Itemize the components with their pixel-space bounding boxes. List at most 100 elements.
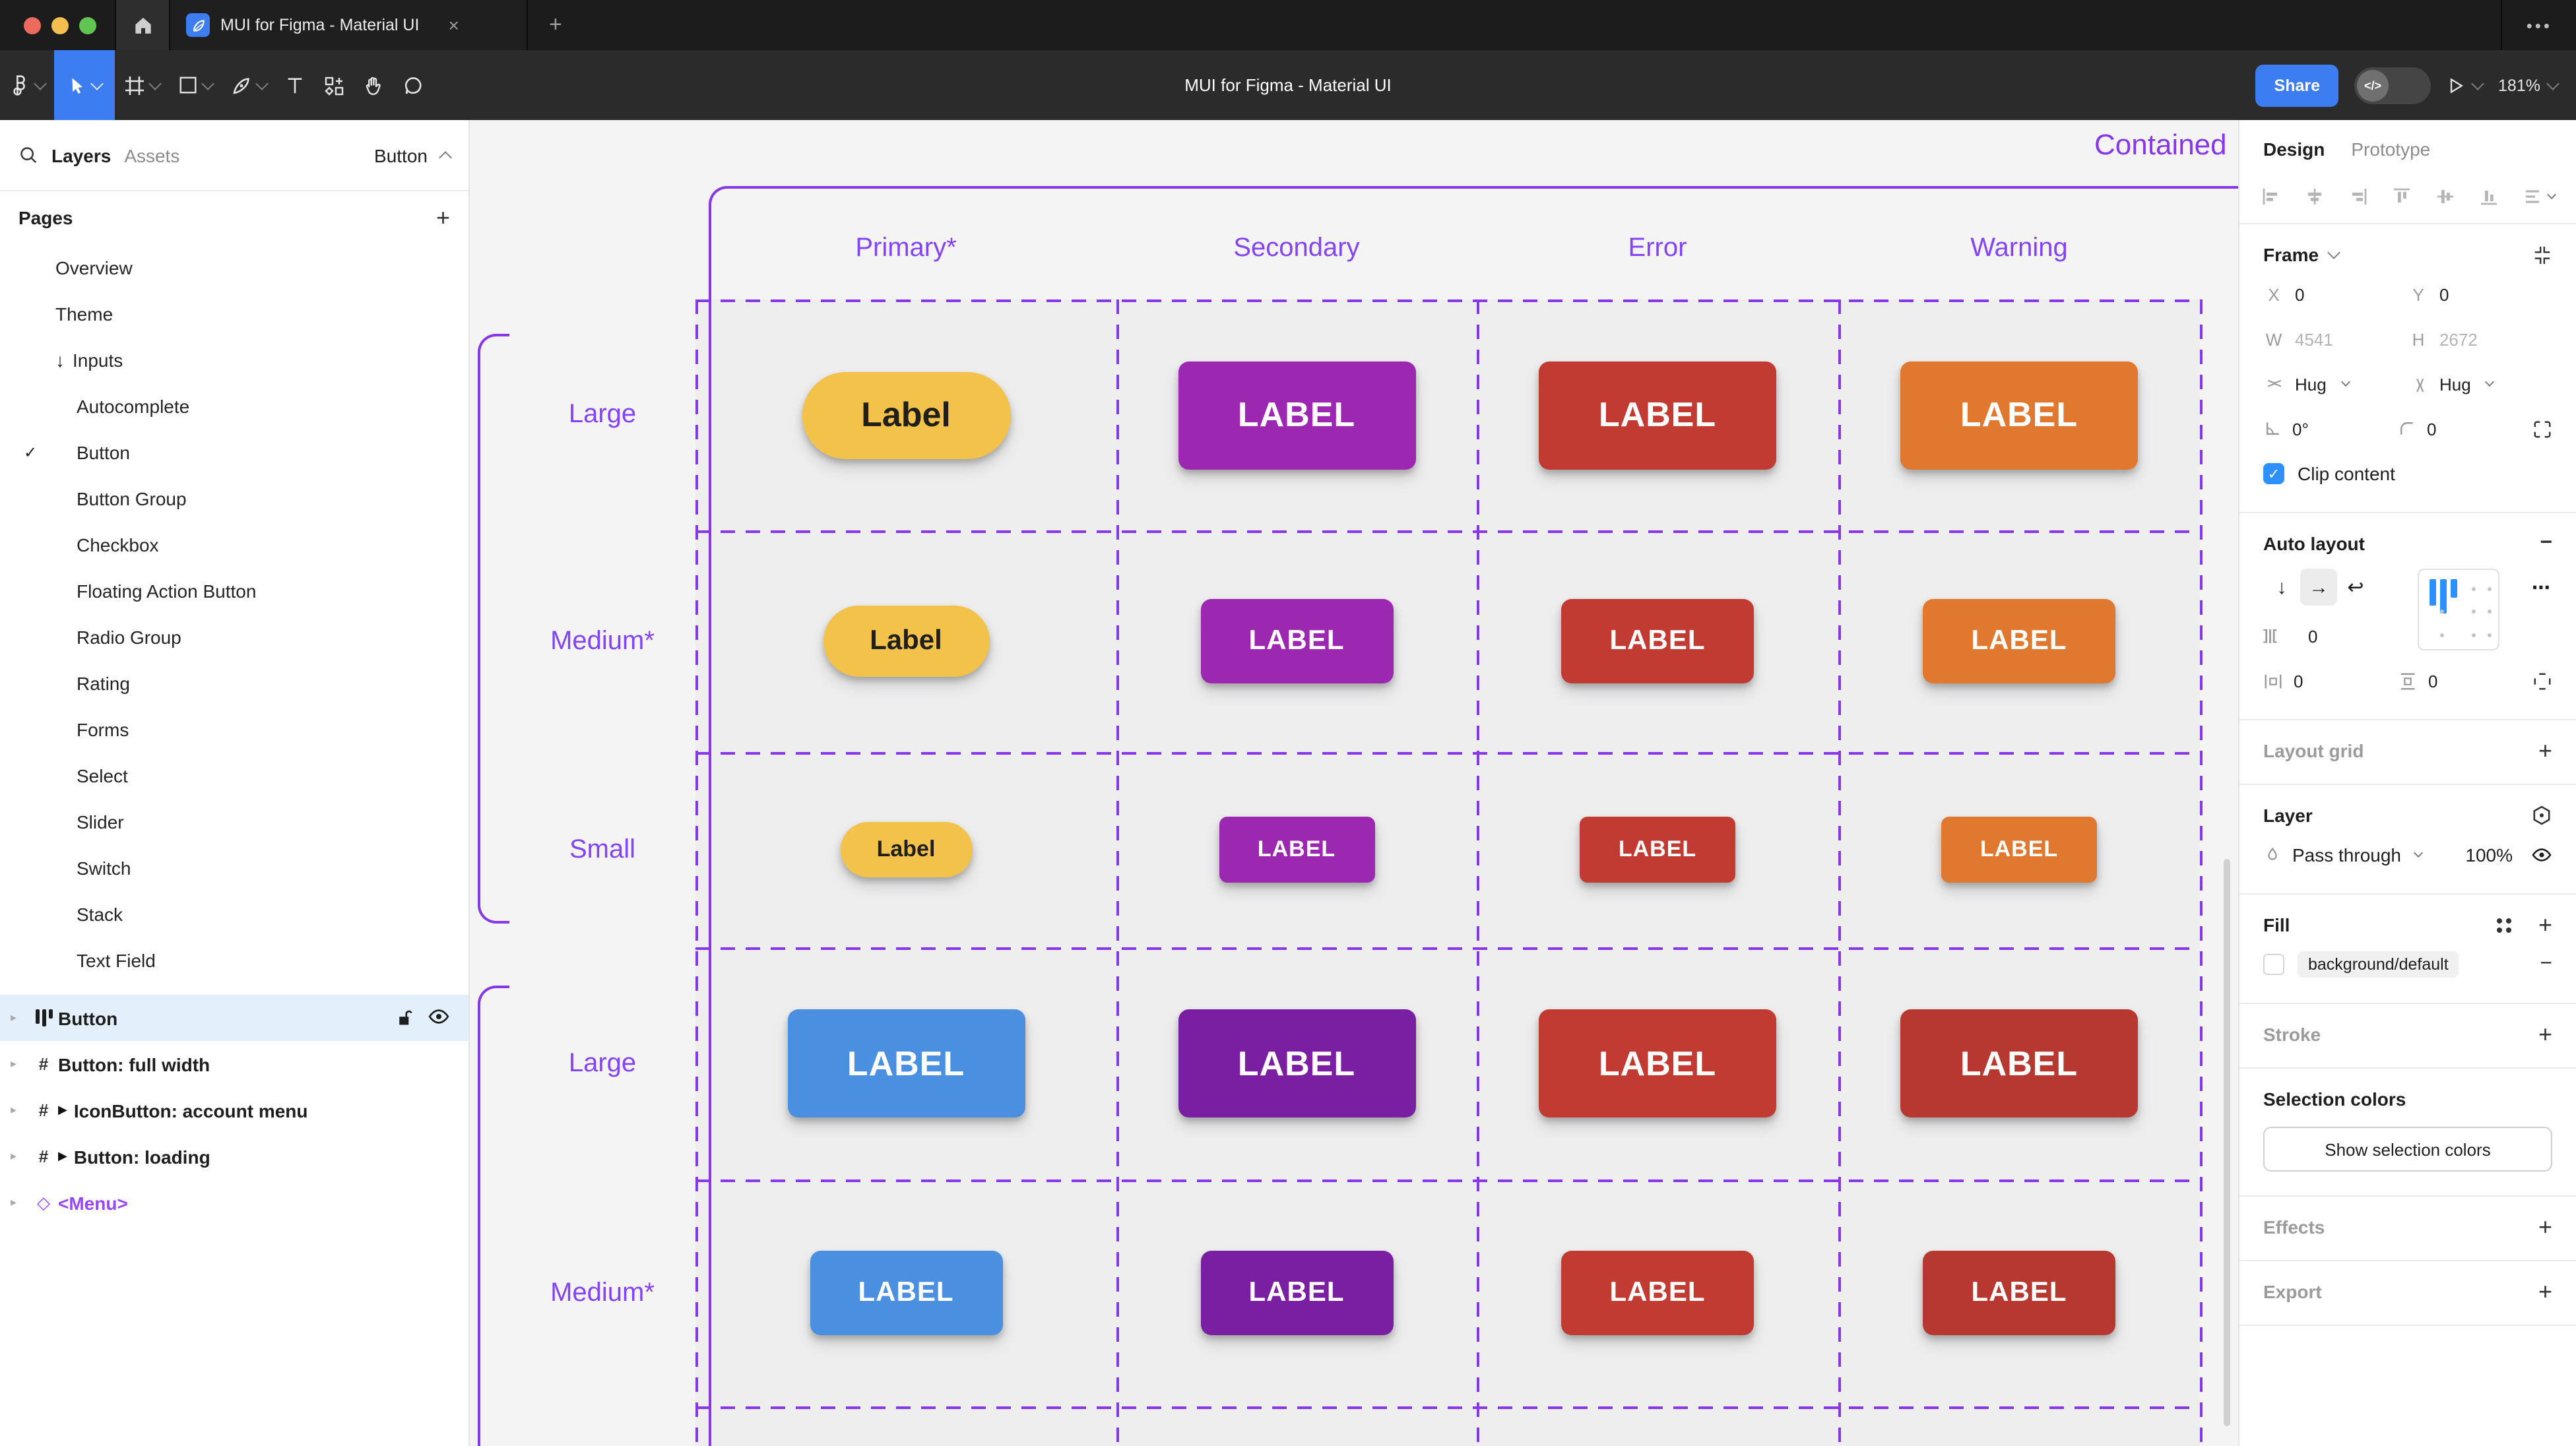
eye-icon[interactable] bbox=[2531, 847, 2552, 863]
row-label[interactable]: Large bbox=[568, 400, 637, 429]
search-icon[interactable] bbox=[18, 145, 38, 165]
frame-name-label[interactable]: Contained bbox=[2094, 128, 2227, 161]
gap-field[interactable]: ]|[0 bbox=[2263, 626, 2318, 646]
warning-button-medium[interactable]: LABEL bbox=[1923, 599, 2115, 683]
column-header-secondary[interactable]: Secondary bbox=[1233, 234, 1360, 263]
page-item-theme[interactable]: Theme bbox=[0, 290, 468, 336]
direction-right-button[interactable]: → bbox=[2300, 569, 2337, 606]
zoom-menu[interactable]: 181% bbox=[2498, 76, 2560, 94]
auto-layout-more-button[interactable]: ⋯ bbox=[2532, 576, 2552, 597]
layer-item-button-full-width[interactable]: ▸ # Button: full width bbox=[0, 1041, 468, 1087]
page-item-stack[interactable]: Stack bbox=[0, 891, 468, 937]
canvas-scrollbar[interactable] bbox=[2224, 859, 2230, 1426]
error_dark-button-medium[interactable]: LABEL bbox=[1923, 1251, 2115, 1335]
fullscreen-window-button[interactable] bbox=[79, 16, 96, 34]
error-button-medium[interactable]: LABEL bbox=[1561, 1251, 1754, 1335]
add-page-button[interactable]: + bbox=[435, 204, 450, 230]
tab-layers[interactable]: Layers bbox=[51, 144, 112, 166]
page-item-rating[interactable]: Rating bbox=[0, 660, 468, 706]
align-h-center-icon[interactable] bbox=[2304, 186, 2325, 207]
fill-token-chip[interactable]: background/default bbox=[2298, 951, 2459, 978]
error_dark-button-large[interactable]: LABEL bbox=[1900, 1009, 2138, 1117]
secondary-button-small[interactable]: LABEL bbox=[1219, 817, 1374, 883]
styles-icon[interactable] bbox=[2497, 918, 2512, 932]
page-item-text-field[interactable]: Text Field bbox=[0, 937, 468, 983]
expand-caret-icon[interactable]: ▸ bbox=[11, 1011, 17, 1024]
height-field[interactable]: H 2672 bbox=[2412, 329, 2478, 349]
eye-icon[interactable] bbox=[428, 1008, 450, 1025]
error-button-large[interactable]: LABEL bbox=[1539, 361, 1776, 469]
lock-open-icon[interactable] bbox=[396, 1008, 414, 1028]
text-tool-button[interactable] bbox=[276, 50, 314, 120]
add-layout-grid-button[interactable]: + bbox=[2538, 737, 2552, 763]
alignment-box[interactable] bbox=[2418, 569, 2499, 650]
align-bottom-icon[interactable] bbox=[2478, 186, 2499, 207]
secondary_dark-button-medium[interactable]: LABEL bbox=[1200, 1251, 1393, 1335]
remove-auto-layout-button[interactable]: − bbox=[2540, 532, 2552, 554]
layer-item--menu-[interactable]: ▸ ◇ <Menu> bbox=[0, 1179, 468, 1226]
main-menu-button[interactable] bbox=[0, 50, 54, 120]
page-item-checkbox[interactable]: Checkbox bbox=[0, 521, 468, 567]
opacity-field[interactable]: 100% bbox=[2465, 844, 2513, 865]
page-item-forms[interactable]: Forms bbox=[0, 706, 468, 752]
page-item-radio-group[interactable]: Radio Group bbox=[0, 613, 468, 660]
page-item-button[interactable]: ✓ Button bbox=[0, 429, 468, 475]
window-more-menu[interactable]: ••• bbox=[2526, 15, 2552, 35]
amber-button-large[interactable]: Label bbox=[802, 371, 1010, 458]
page-item-select[interactable]: Select bbox=[0, 752, 468, 798]
row-label[interactable]: Large bbox=[568, 1048, 637, 1077]
secondary_dark-button-large[interactable]: LABEL bbox=[1178, 1009, 1415, 1117]
blend-mode-icon[interactable] bbox=[2531, 805, 2552, 826]
page-item-slider[interactable]: Slider bbox=[0, 798, 468, 844]
minimize-window-button[interactable] bbox=[51, 16, 69, 34]
amber-button-small[interactable]: Label bbox=[840, 822, 972, 877]
primary-button-medium[interactable]: LABEL bbox=[810, 1251, 1002, 1335]
document-tab[interactable]: MUI for Figma - Material UI × bbox=[170, 0, 527, 50]
tab-design[interactable]: Design bbox=[2263, 139, 2325, 160]
align-left-icon[interactable] bbox=[2261, 186, 2282, 207]
width-field[interactable]: W 4541 bbox=[2265, 329, 2333, 349]
page-item-autocomplete[interactable]: Autocomplete bbox=[0, 383, 468, 429]
canvas[interactable]: Contained Primary* Secondary Error Warning … bbox=[470, 120, 2238, 1446]
layer-item-iconbutton-account-menu[interactable]: ▸ # ▶ IconButton: account menu bbox=[0, 1087, 468, 1133]
align-v-center-icon[interactable] bbox=[2435, 186, 2456, 207]
clip-content-row[interactable]: ✓ Clip content bbox=[2263, 451, 2552, 496]
secondary-button-medium[interactable]: LABEL bbox=[1200, 599, 1393, 683]
tab-close-icon[interactable]: × bbox=[448, 15, 459, 36]
page-item-overview[interactable]: Overview bbox=[0, 244, 468, 290]
tab-assets[interactable]: Assets bbox=[124, 144, 180, 166]
layer-item-button-loading[interactable]: ▸ # ▶ Button: loading bbox=[0, 1133, 468, 1179]
vertical-padding-field[interactable]: 0 bbox=[2398, 671, 2532, 691]
rotation-field[interactable]: 0° bbox=[2263, 419, 2398, 439]
individual-padding-icon[interactable] bbox=[2532, 671, 2552, 691]
dev-mode-toggle[interactable]: </> bbox=[2354, 67, 2431, 104]
add-effect-button[interactable]: + bbox=[2538, 1213, 2552, 1240]
expand-caret-icon[interactable]: ▸ bbox=[11, 1149, 17, 1162]
horizontal-resizing-dropdown[interactable]: >< Hug bbox=[2263, 374, 2408, 394]
remove-fill-button[interactable]: − bbox=[2540, 953, 2552, 975]
warning-button-large[interactable]: LABEL bbox=[1900, 361, 2138, 469]
add-stroke-button[interactable]: + bbox=[2538, 1021, 2552, 1047]
error-button-medium[interactable]: LABEL bbox=[1561, 599, 1754, 683]
wrap-button[interactable]: ↩ bbox=[2347, 577, 2364, 599]
move-tool-button[interactable] bbox=[54, 50, 115, 120]
present-button[interactable] bbox=[2447, 76, 2484, 94]
clip-content-checkbox[interactable]: ✓ bbox=[2263, 463, 2284, 484]
error-button-large[interactable]: LABEL bbox=[1539, 1009, 1776, 1117]
selection-breadcrumb[interactable]: Button bbox=[374, 144, 452, 166]
chevron-down-icon[interactable] bbox=[2327, 246, 2340, 259]
expand-caret-icon[interactable]: ▸ bbox=[11, 1057, 17, 1070]
column-header-primary[interactable]: Primary* bbox=[855, 234, 957, 263]
hand-tool-button[interactable] bbox=[354, 50, 393, 120]
new-tab-button[interactable]: + bbox=[549, 12, 562, 37]
warning-button-small[interactable]: LABEL bbox=[1941, 817, 2097, 883]
amber-button-medium[interactable]: Label bbox=[823, 606, 989, 677]
page-item-switch[interactable]: Switch bbox=[0, 844, 468, 891]
page-item-floating-action-button[interactable]: Floating Action Button bbox=[0, 567, 468, 613]
align-right-icon[interactable] bbox=[2348, 186, 2369, 207]
expand-caret-icon[interactable]: ▸ bbox=[11, 1195, 17, 1209]
frame-tool-button[interactable] bbox=[115, 50, 169, 120]
fill-color-swatch[interactable] bbox=[2263, 954, 2284, 975]
